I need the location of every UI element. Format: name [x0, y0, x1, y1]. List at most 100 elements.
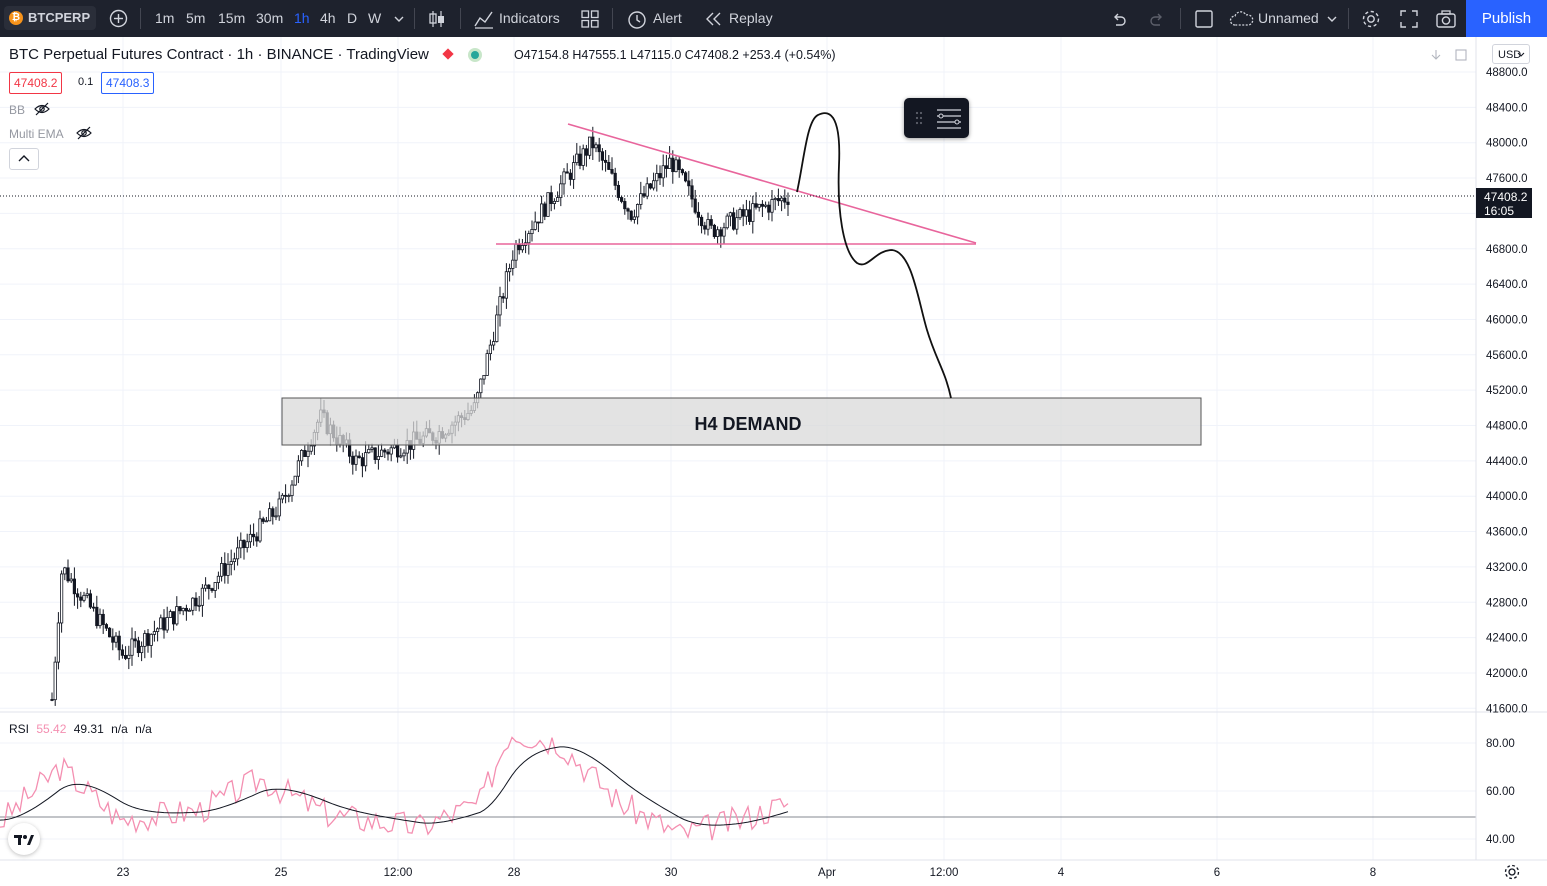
timeframe-15m[interactable]: 15m	[218, 10, 246, 26]
candle-body	[584, 148, 589, 156]
candle-body	[229, 561, 233, 565]
chevron-down-icon[interactable]	[1326, 13, 1338, 25]
replay-rewind-icon[interactable]	[705, 11, 723, 27]
timeframe-W[interactable]: W	[368, 10, 382, 26]
price-chart[interactable]: H4 DEMAND 48800.0 48400.0 48000.0 47600.0 47…	[0, 37, 1547, 886]
indicator-multi-ema-label[interactable]: Multi EMA	[9, 127, 64, 141]
templates-icon[interactable]	[580, 9, 600, 29]
candle-body	[482, 374, 486, 380]
candle-body	[88, 593, 92, 608]
price-axis-label: 45600.0	[1486, 350, 1528, 362]
candle-body	[696, 211, 701, 218]
indicator-bb-label[interactable]: BB	[9, 103, 26, 117]
candle-body	[764, 204, 768, 207]
timeframe-30m[interactable]: 30m	[256, 10, 284, 26]
publish-button[interactable]: Publish	[1466, 0, 1547, 37]
tradingview-logo[interactable]	[8, 823, 40, 855]
descending-trendline[interactable]	[567, 123, 977, 244]
candle-body	[187, 609, 192, 612]
candle-body	[242, 539, 246, 549]
candle-body	[728, 212, 733, 217]
fullscreen-icon[interactable]	[1399, 9, 1419, 29]
price-axis-label: 44800.0	[1486, 421, 1528, 433]
arrow-down-icon[interactable]	[1430, 49, 1442, 61]
cloud-icon[interactable]	[1229, 10, 1255, 28]
candle-body	[197, 604, 201, 607]
indicators-icon[interactable]	[473, 8, 495, 30]
camera-icon[interactable]	[1435, 8, 1457, 30]
candle-body	[572, 162, 576, 180]
chart-grid	[0, 37, 1476, 860]
price-axis-label: 41600.0	[1486, 703, 1528, 715]
currency-select[interactable]: USD	[1492, 44, 1530, 64]
candle-body	[386, 451, 390, 455]
drag-handle-icon[interactable]	[904, 98, 969, 138]
chevron-up-icon	[18, 155, 30, 162]
live-status-icon	[471, 51, 480, 59]
floating-drawing-toolbar[interactable]	[904, 98, 969, 138]
plus-circle-icon[interactable]	[108, 8, 129, 29]
price-axis: 48800.048400.048000.047600.047200.046800…	[1486, 67, 1528, 715]
price-axis-label: 43600.0	[1486, 527, 1528, 539]
collapse-legend-button[interactable]	[9, 148, 39, 170]
candle-body	[290, 484, 294, 496]
timeframe-D[interactable]: D	[347, 10, 358, 26]
indicators-button[interactable]: Indicators	[499, 10, 560, 26]
candle-body	[395, 444, 400, 458]
candle-body	[716, 229, 720, 237]
candle-body	[616, 184, 621, 198]
candle-body	[98, 613, 102, 627]
symbol-search-button[interactable]: ₿ BTCPERP	[4, 6, 96, 30]
candle-body	[296, 460, 301, 477]
timeframe-5m[interactable]: 5m	[186, 10, 206, 26]
redo-icon[interactable]	[1148, 10, 1166, 28]
candle-body	[511, 259, 515, 269]
candle-body	[754, 203, 758, 208]
candle-body	[184, 607, 188, 612]
eye-hidden-icon[interactable]	[75, 126, 93, 140]
candle-body	[735, 217, 739, 230]
candle-body	[283, 494, 288, 497]
price-axis-label: 48000.0	[1486, 138, 1528, 150]
candle-body	[303, 450, 307, 457]
candle-body	[706, 219, 710, 230]
alert-clock-icon[interactable]	[626, 8, 648, 30]
projection-drawing[interactable]	[796, 112, 952, 399]
chart-legend-title[interactable]: BTC Perpetual Futures Contract · 1h · BI…	[9, 46, 480, 63]
candle-body	[629, 210, 633, 220]
candle-body	[235, 547, 240, 560]
candle-body	[776, 198, 781, 202]
eye-hidden-icon[interactable]	[33, 102, 51, 116]
candle-body	[181, 607, 185, 612]
demand-zone-rect[interactable]	[281, 397, 1202, 446]
candle-body	[168, 611, 172, 618]
rsi-legend[interactable]: RSI 55.42 49.31 n/a n/a	[9, 722, 152, 736]
candle-body	[479, 378, 483, 394]
price-axis-label: 43200.0	[1486, 562, 1528, 574]
undo-icon[interactable]	[1110, 10, 1128, 28]
bid-price-button[interactable]: 47408.2	[9, 72, 63, 94]
timeframe-1m[interactable]: 1m	[155, 10, 175, 26]
timeframe-4h[interactable]: 4h	[320, 10, 336, 26]
time-axis-label: 4	[1058, 867, 1065, 879]
gear-icon[interactable]	[1360, 8, 1382, 30]
layout-name[interactable]: Unnamed	[1258, 10, 1319, 26]
replay-button[interactable]: Replay	[729, 10, 773, 26]
ask-price-button[interactable]: 47408.3	[101, 72, 155, 94]
candle-body	[143, 633, 147, 647]
candle-body	[645, 183, 649, 197]
timeframe-1h[interactable]: 1h	[294, 10, 310, 26]
maximize-pane-icon[interactable]	[1455, 49, 1467, 61]
candle-body	[79, 596, 83, 601]
alert-button[interactable]: Alert	[653, 10, 682, 26]
chevron-down-icon[interactable]	[393, 13, 405, 25]
layout-square-icon[interactable]	[1194, 9, 1214, 29]
candles-icon[interactable]	[426, 8, 448, 30]
candle-body	[591, 136, 595, 149]
candle-body	[399, 455, 403, 458]
candle-body	[95, 606, 99, 627]
candle-body	[274, 515, 278, 518]
candle-body	[712, 224, 717, 237]
candle-body	[648, 183, 653, 189]
chart-settings-gear-icon[interactable]	[1504, 864, 1520, 880]
